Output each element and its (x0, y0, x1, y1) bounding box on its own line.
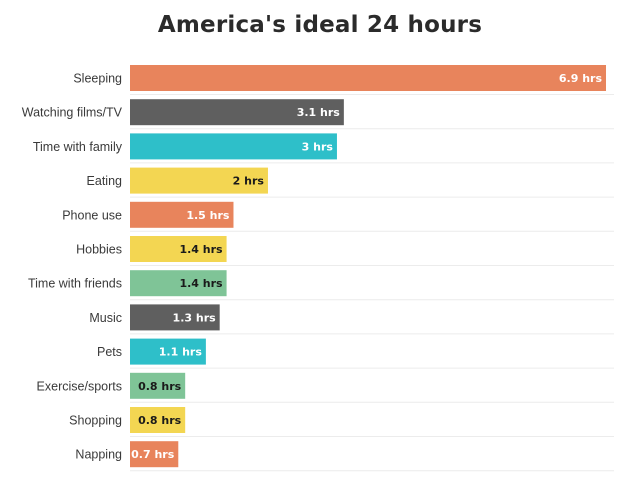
category-label: Exercise/sports (37, 379, 122, 393)
chart-title: America's ideal 24 hours (157, 12, 483, 38)
category-label: Watching films/TV (22, 106, 123, 120)
bar (130, 304, 220, 331)
bar (130, 167, 268, 194)
value-label: 1.3 hrs (173, 311, 217, 324)
value-label: 6.9 hrs (559, 72, 603, 85)
bar (130, 441, 179, 468)
category-label: Music (89, 311, 122, 325)
bar (130, 99, 344, 126)
value-label: 3.1 hrs (297, 106, 341, 119)
category-label: Hobbies (76, 243, 122, 257)
value-label: 3 hrs (302, 140, 334, 153)
category-label: Napping (75, 448, 122, 462)
value-label: 2 hrs (233, 175, 265, 188)
category-label: Time with family (33, 140, 123, 154)
value-label: 1.1 hrs (159, 346, 203, 359)
value-label: 1.5 hrs (186, 209, 230, 222)
bar (130, 236, 227, 262)
category-label: Time with friends (28, 277, 122, 291)
bar (130, 270, 227, 297)
value-label: 1.4 hrs (179, 243, 223, 256)
category-label: Eating (87, 174, 122, 188)
value-label: 1.4 hrs (179, 277, 223, 290)
value-label: 0.8 hrs (138, 414, 182, 427)
bar (130, 133, 337, 160)
value-label: 0.8 hrs (138, 380, 182, 393)
bar (130, 407, 186, 433)
value-label: 0.7 hrs (131, 448, 175, 461)
bar (130, 338, 206, 365)
bar (130, 372, 186, 399)
bar (130, 65, 606, 91)
category-label: Sleeping (73, 72, 122, 86)
bar (130, 201, 234, 228)
category-label: Phone use (62, 208, 122, 222)
category-label: Pets (97, 345, 122, 359)
category-label: Shopping (69, 414, 122, 428)
